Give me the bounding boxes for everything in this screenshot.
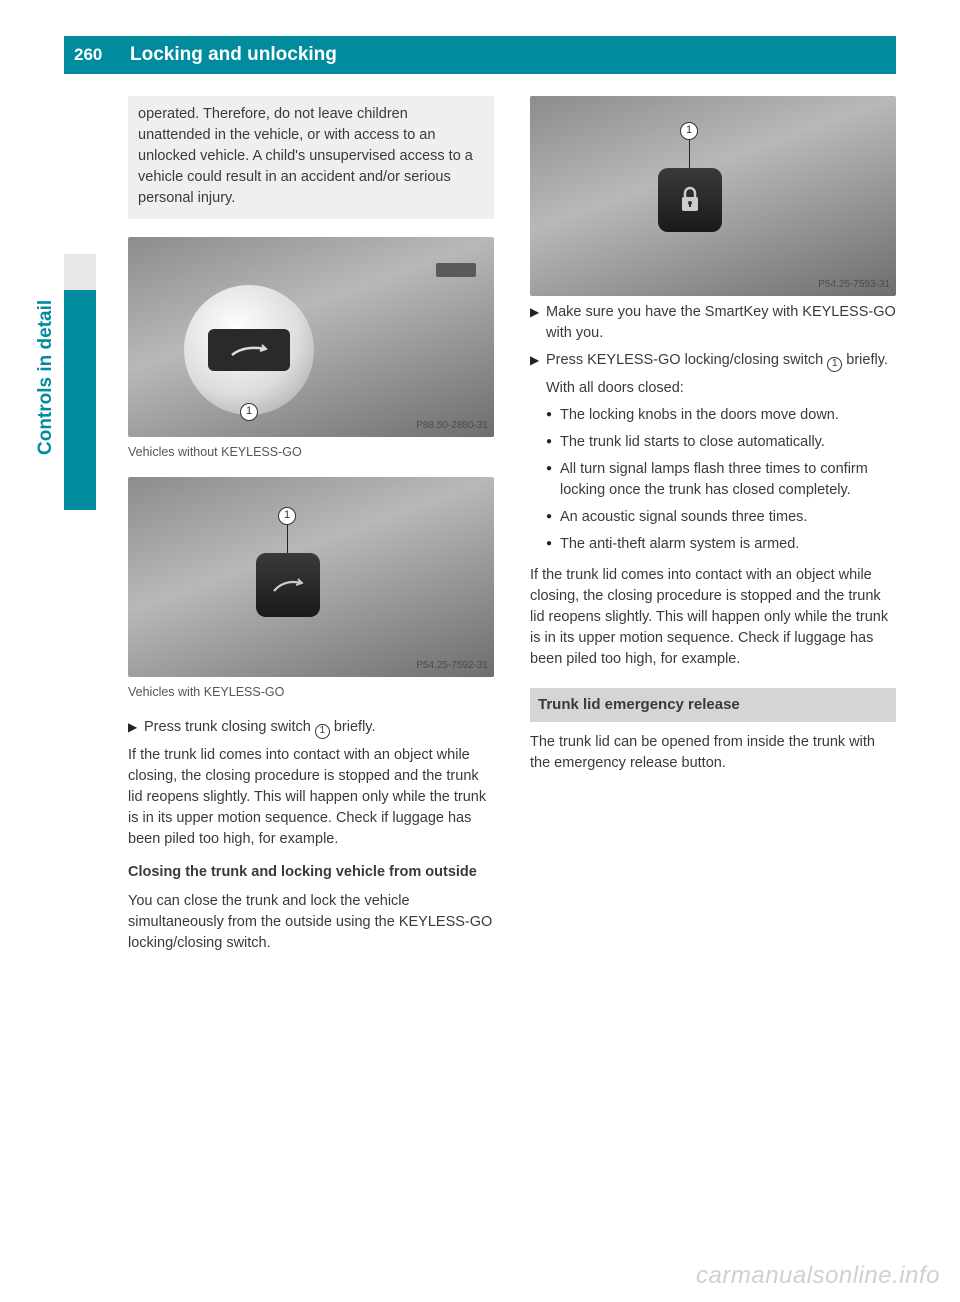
- bullet-dot-icon: ●: [546, 534, 560, 555]
- sub-heading: Closing the trunk and locking vehicle fr…: [128, 862, 494, 883]
- figure-id: P54.25-7593-31: [818, 278, 890, 293]
- section-heading-bar: Trunk lid emergency release: [530, 688, 896, 722]
- ref-number-1-icon: 1: [315, 724, 330, 739]
- figure-id: P88.50-2880-31: [416, 419, 488, 434]
- ref-number-1-icon: 1: [827, 357, 842, 372]
- bullet-dot-icon: ●: [546, 432, 560, 453]
- figure-id: P54.25-7592-31: [416, 659, 488, 674]
- trunk-open-icon: [270, 573, 306, 597]
- callout-1-icon: 1: [240, 403, 258, 421]
- bullet-item: ● The trunk lid starts to close automati…: [530, 432, 896, 453]
- trunk-close-button-round: [184, 285, 314, 415]
- body-paragraph: You can close the trunk and lock the veh…: [128, 891, 494, 954]
- page-watermark: carmanualsonline.info: [696, 1262, 940, 1290]
- figure-trunk-without-keyless: 1 P88.50-2880-31: [128, 237, 494, 437]
- callout-line: [287, 525, 288, 553]
- lock-icon: [676, 183, 704, 217]
- body-paragraph: If the trunk lid comes into contact with…: [128, 745, 494, 850]
- step-arrow-icon: ▶: [128, 717, 144, 739]
- left-column: operated. Therefore, do not leave childr…: [128, 96, 494, 966]
- trunk-close-icon: [208, 329, 290, 371]
- step-text: Press KEYLESS-GO locking/closing switch …: [546, 350, 896, 372]
- bullet-text: All turn signal lamps flash three times …: [560, 459, 896, 501]
- bullet-item: ● The anti-theft alarm system is armed.: [530, 534, 896, 555]
- bullet-text: The trunk lid starts to close automatica…: [560, 432, 896, 453]
- callout-line: [689, 140, 690, 168]
- page-number: 260: [64, 45, 122, 65]
- bullet-text: The anti-theft alarm system is armed.: [560, 534, 896, 555]
- step-arrow-icon: ▶: [530, 302, 546, 344]
- figure-caption: Vehicles with KEYLESS-GO: [128, 683, 494, 701]
- side-tab: [64, 290, 96, 510]
- right-column: 1 P54.25-7593-31 ▶ Make sure you have th…: [530, 96, 896, 966]
- content-columns: operated. Therefore, do not leave childr…: [128, 96, 896, 966]
- bullet-item: ● An acoustic signal sounds three times.: [530, 507, 896, 528]
- instruction-step: ▶ Press KEYLESS-GO locking/closing switc…: [530, 350, 896, 372]
- figure-trunk-with-keyless: 1 P54.25-7592-31: [128, 477, 494, 677]
- bullet-text: The locking knobs in the doors move down…: [560, 405, 896, 426]
- side-notch: [64, 254, 96, 290]
- instruction-step: ▶ Press trunk closing switch 1 briefly.: [128, 717, 494, 739]
- instruction-step: ▶ Make sure you have the SmartKey with K…: [530, 302, 896, 344]
- figure-keyless-lock-switch: 1 P54.25-7593-31: [530, 96, 896, 296]
- page-header: 260 Locking and unlocking: [64, 36, 896, 74]
- lock-close-button-sq: [658, 168, 722, 232]
- header-title: Locking and unlocking: [122, 44, 337, 66]
- body-paragraph: The trunk lid can be opened from inside …: [530, 732, 896, 774]
- callout-1-icon: 1: [278, 507, 296, 525]
- bullet-dot-icon: ●: [546, 507, 560, 528]
- callout-1-icon: 1: [680, 122, 698, 140]
- trunk-close-button-sq: [256, 553, 320, 617]
- bullet-text: An acoustic signal sounds three times.: [560, 507, 896, 528]
- step-text-b: briefly.: [842, 352, 888, 368]
- figure-caption: Vehicles without KEYLESS-GO: [128, 443, 494, 461]
- step-arrow-icon: ▶: [530, 350, 546, 372]
- step-text: Press trunk closing switch 1 briefly.: [144, 717, 494, 739]
- bullet-dot-icon: ●: [546, 459, 560, 501]
- step-text-b: briefly.: [330, 719, 376, 735]
- body-paragraph: If the trunk lid comes into contact with…: [530, 565, 896, 670]
- step-text: Make sure you have the SmartKey with KEY…: [546, 302, 896, 344]
- bullet-item: ● All turn signal lamps flash three time…: [530, 459, 896, 501]
- step-text-a: Press trunk closing switch: [144, 719, 315, 735]
- step-text-a: Press KEYLESS-GO locking/closing switch: [546, 352, 827, 368]
- sub-line: With all doors closed:: [530, 378, 896, 399]
- side-section-label: Controls in detail: [30, 300, 62, 500]
- warning-box: operated. Therefore, do not leave childr…: [128, 96, 494, 219]
- trunk-handle-shape: [436, 263, 476, 277]
- bullet-dot-icon: ●: [546, 405, 560, 426]
- bullet-item: ● The locking knobs in the doors move do…: [530, 405, 896, 426]
